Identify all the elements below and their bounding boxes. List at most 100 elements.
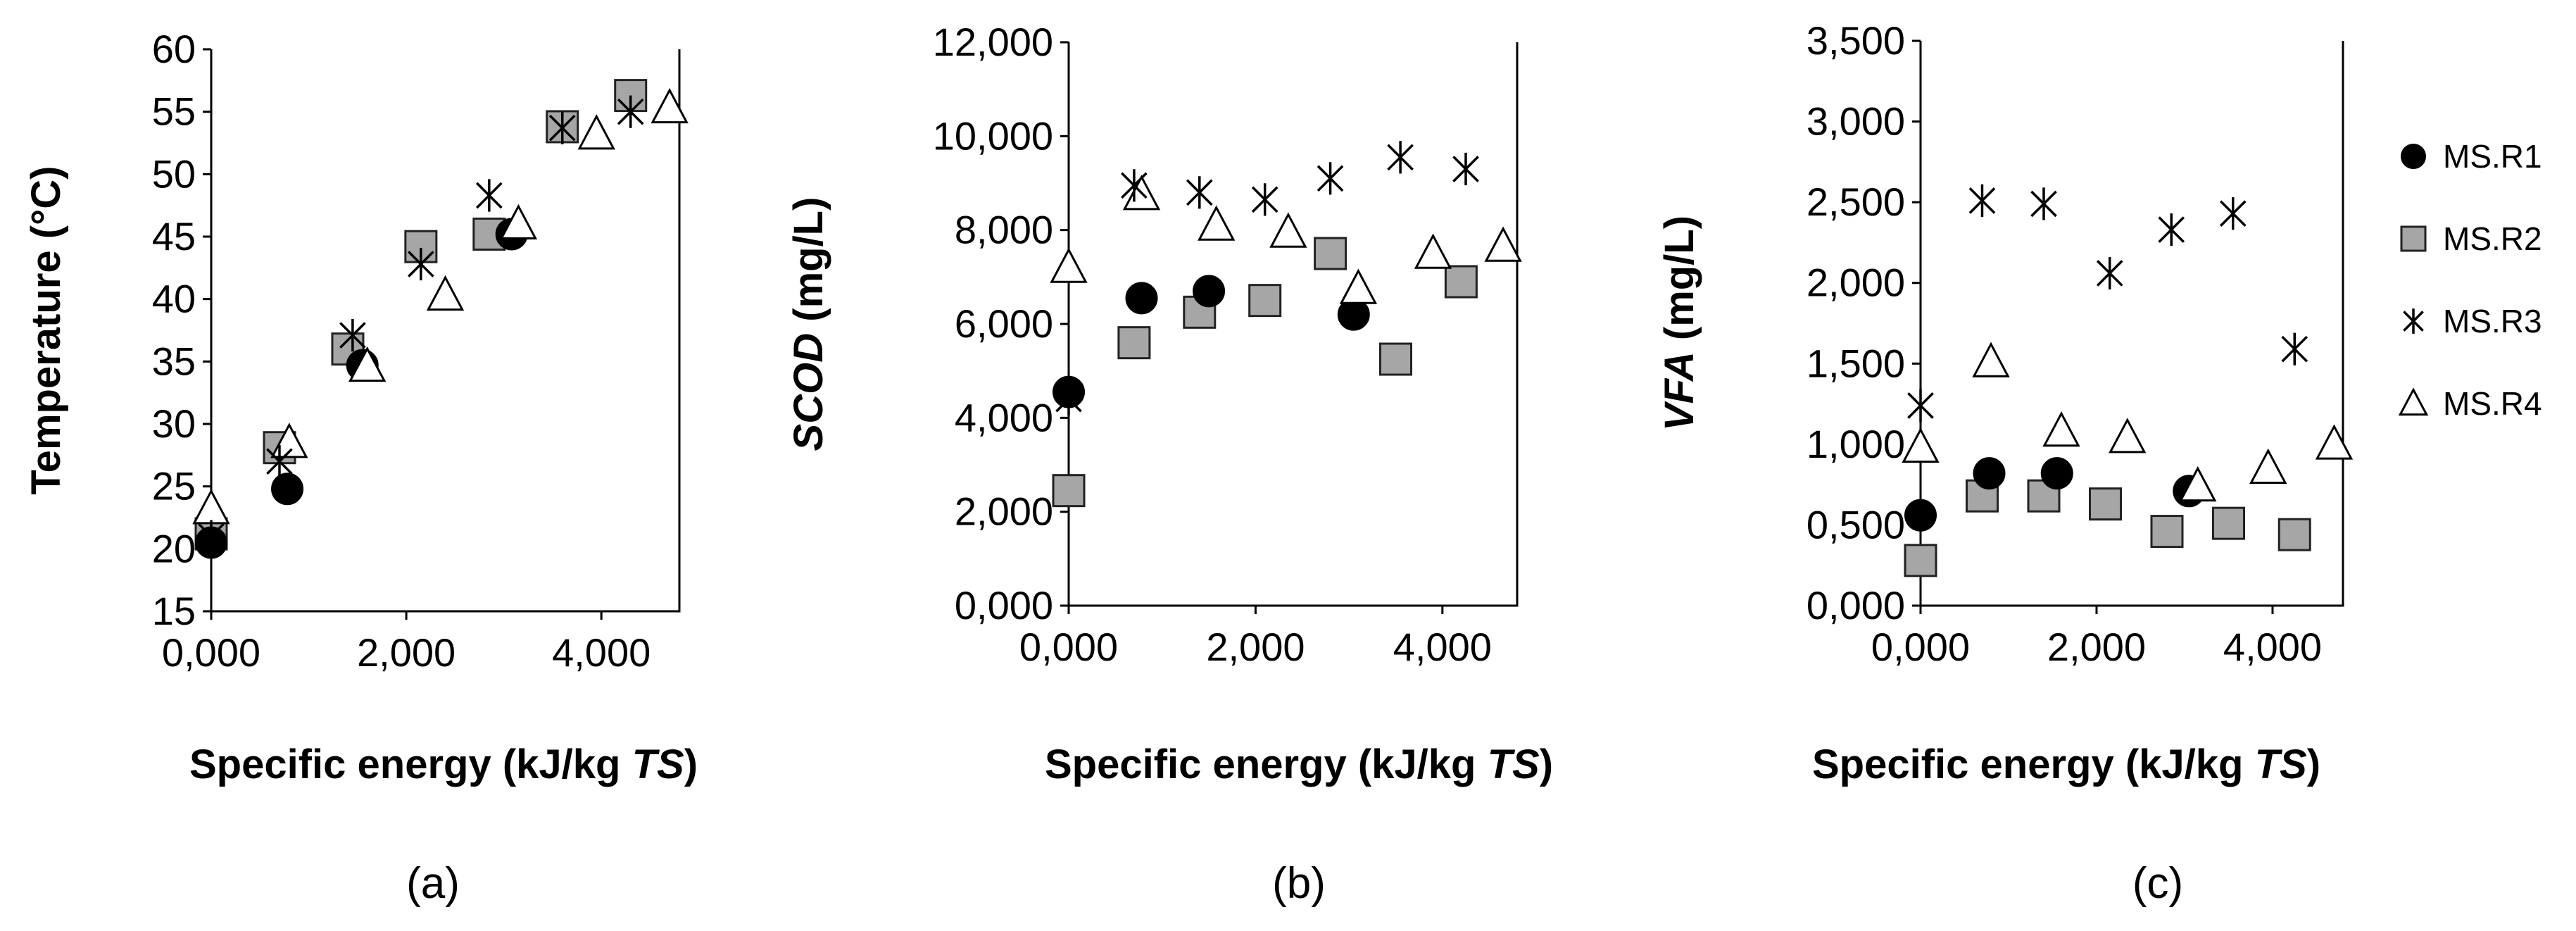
y-tick-label: 20 <box>152 526 196 570</box>
legend: MS.R1 MS.R2 MS.R3 MS.R4 <box>2398 138 2542 422</box>
data-point <box>1248 284 1282 318</box>
x-tick-label: 4,000 <box>552 630 651 675</box>
data-point <box>2150 515 2184 549</box>
y-tick-label: 3,000 <box>1807 99 1905 144</box>
data-point <box>2042 411 2080 447</box>
y-tick-label: 6,000 <box>955 301 1053 346</box>
data-point <box>651 87 689 124</box>
data-point <box>1339 268 1378 304</box>
axes-frame <box>1919 41 2344 607</box>
data-point <box>577 114 615 150</box>
data-point <box>548 111 576 144</box>
series-ms-r1 <box>1053 275 1370 408</box>
data-point <box>2109 418 2147 454</box>
data-point <box>1968 184 1996 217</box>
data-point <box>1452 152 1479 186</box>
data-point <box>1197 205 1236 241</box>
series-ms-r2 <box>1904 479 2311 577</box>
y-tick-label: 15 <box>152 589 196 633</box>
data-point <box>348 346 387 382</box>
data-point <box>1484 226 1522 262</box>
series-ms-r3 <box>1055 141 1479 415</box>
y-tick-label: 10,000 <box>933 113 1053 158</box>
x-tick-label: 2,000 <box>357 630 455 675</box>
y-tick-label: 25 <box>152 464 196 508</box>
data-point <box>1269 212 1307 248</box>
data-point <box>1052 474 1086 508</box>
series-ms-r2 <box>1052 237 1478 508</box>
legend-marker <box>2401 144 2426 169</box>
legend-label: MS.R2 <box>2443 220 2542 257</box>
y-axis-title: Temperature (°C) <box>23 166 69 495</box>
data-point <box>426 275 465 311</box>
series-ms-r3 <box>1907 184 2308 422</box>
data-point <box>2089 487 2122 521</box>
data-point <box>192 489 230 525</box>
legend-item-ms-r3: MS.R3 <box>2403 303 2542 339</box>
y-tick-label: 30 <box>152 401 196 446</box>
data-point <box>2096 256 2123 290</box>
data-point <box>2212 506 2245 540</box>
data-point <box>2219 197 2247 230</box>
series-ms-r4 <box>1050 175 1522 304</box>
y-tick-label: 2,000 <box>955 489 1053 534</box>
y-tick-label: 8,000 <box>955 208 1053 252</box>
x-tick-label: 0,000 <box>1871 625 1970 669</box>
data-point <box>198 520 225 553</box>
x-tick-label: 0,000 <box>162 630 260 675</box>
y-tick-label: 3,500 <box>1807 18 1905 63</box>
y-tick-label: 2,500 <box>1807 180 1905 224</box>
legend-label: MS.R1 <box>2443 138 2542 175</box>
legend-item-ms-r4: MS.R4 <box>2398 385 2542 422</box>
data-point <box>617 95 644 128</box>
data-point <box>1414 233 1452 269</box>
x-tick-label: 2,000 <box>1206 625 1305 669</box>
panel-label-b: (b) <box>1272 859 1326 908</box>
data-point <box>1117 326 1151 360</box>
data-point <box>1125 282 1158 315</box>
data-point <box>1317 162 1344 195</box>
data-point <box>2158 213 2185 246</box>
chart-panel-b: 0,000 2,000 4,000 6,000 8,000 10,000 12,000 0,0… <box>786 20 1553 787</box>
chart-panel-a: 15 20 25 30 35 40 45 50 55 60 0,000 2,000 4,000 Speci… <box>23 27 698 787</box>
data-point <box>339 318 366 352</box>
chart-panel-c: 0,000 0,500 1,000 1,500 2,000 2,500 3,000 3,500… <box>1657 18 2354 787</box>
data-point <box>270 423 308 458</box>
legend-item-ms-r1: MS.R1 <box>2401 138 2542 175</box>
data-point <box>1444 265 1478 299</box>
y-axis-title: VFA (mg/L) <box>1657 215 1702 431</box>
x-axis-title: Specific energy (kJ/kg TS) <box>189 742 698 787</box>
data-point <box>1251 183 1278 216</box>
legend-label: MS.R4 <box>2443 385 2542 422</box>
data-point <box>1972 342 2010 377</box>
y-tick-label: 0,000 <box>955 583 1053 627</box>
panel-label-c: (c) <box>2132 859 2183 908</box>
data-point <box>2027 479 2061 513</box>
y-tick-label: 45 <box>152 214 196 258</box>
x-axis-title: Specific energy (kJ/kg TS) <box>1812 742 2320 787</box>
data-point <box>1050 247 1088 283</box>
data-point <box>1055 382 1082 415</box>
data-point <box>1387 141 1414 174</box>
x-tick-label: 0,000 <box>1019 625 1118 669</box>
legend-item-ms-r2: MS.R2 <box>2400 220 2542 257</box>
y-tick-label: 40 <box>152 277 196 321</box>
data-point <box>1314 237 1347 270</box>
data-point <box>2040 457 2073 490</box>
y-tick-label: 60 <box>152 27 196 71</box>
legend-marker <box>2400 225 2427 252</box>
y-tick-label: 55 <box>152 89 196 134</box>
x-tick-label: 4,000 <box>1393 625 1492 669</box>
data-point <box>408 247 434 281</box>
data-point <box>1902 427 1940 463</box>
y-tick-label: 0,000 <box>1807 583 1905 627</box>
y-tick-label: 50 <box>152 151 196 196</box>
series-ms-r4 <box>192 87 689 525</box>
series-ms-r3 <box>198 95 644 553</box>
data-point <box>1186 176 1213 209</box>
series-ms-r1 <box>195 218 528 559</box>
data-point <box>2281 332 2308 365</box>
data-point <box>1907 389 1934 422</box>
legend-marker <box>2398 387 2429 416</box>
